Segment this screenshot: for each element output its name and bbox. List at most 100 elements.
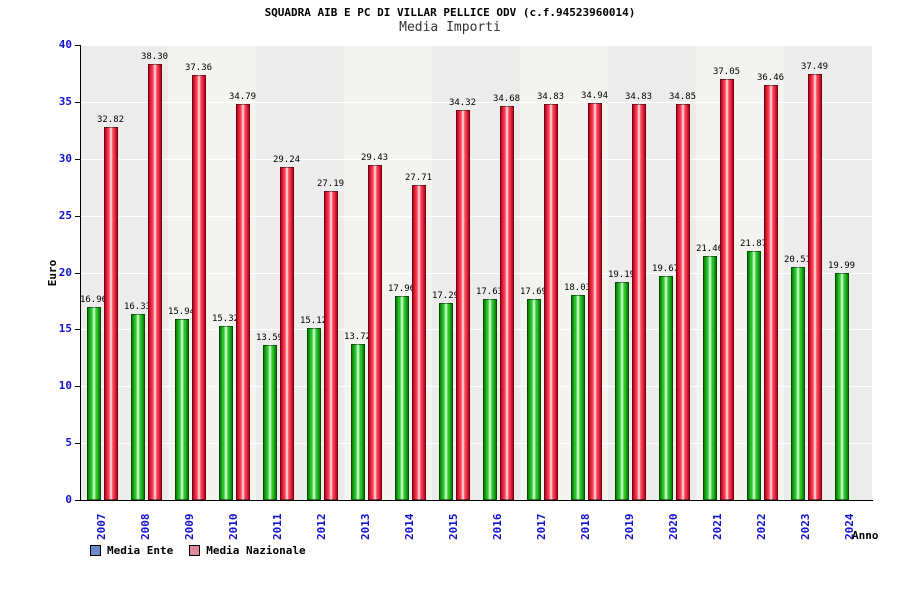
bar-value-label: 29.24 xyxy=(272,155,301,166)
bar-value-label: 37.36 xyxy=(184,63,213,74)
bar-value-label: 21.87 xyxy=(739,239,768,250)
gridline xyxy=(80,272,872,274)
bar-value-label: 16.33 xyxy=(123,302,152,313)
bar-value-label: 34.94 xyxy=(580,90,609,101)
bar-media-ente xyxy=(350,343,365,500)
media-ente-swatch xyxy=(90,545,101,556)
x-tick-label: 2009 xyxy=(183,513,196,541)
bar-value-label: 27.71 xyxy=(404,172,433,183)
bar-media-ente xyxy=(438,303,453,500)
bar-media-nazionale xyxy=(455,109,470,500)
bar-media-nazionale xyxy=(543,103,558,500)
bar-value-label: 34.85 xyxy=(668,91,697,102)
gridline xyxy=(80,329,872,331)
bar-value-label: 15.12 xyxy=(299,316,328,326)
gridline xyxy=(80,386,872,388)
bar-value-label: 19.19 xyxy=(607,269,636,280)
bar-value-label: 19.99 xyxy=(827,260,856,271)
bar-value-label: 17.96 xyxy=(387,283,416,294)
chart-title: SQUADRA AIB E PC DI VILLAR PELLICE ODV (… xyxy=(264,6,636,19)
bar-media-ente xyxy=(262,345,277,500)
bar-media-nazionale xyxy=(719,78,734,500)
x-tick-label: 2021 xyxy=(711,513,724,541)
y-axis-title: Euro xyxy=(46,259,59,287)
gridline xyxy=(80,101,872,103)
y-tick-label: 25 xyxy=(58,208,72,222)
bar-media-ente xyxy=(86,307,101,500)
bar-value-label: 27.19 xyxy=(316,178,345,189)
y-tick-mark xyxy=(75,101,80,103)
bar-value-label: 15.94 xyxy=(167,306,196,317)
bar-value-label: 37.49 xyxy=(800,61,829,72)
gridline xyxy=(80,45,872,46)
legend-label-media-nazionale: Media Nazionale xyxy=(206,544,306,557)
bar-value-label: 34.83 xyxy=(536,91,565,102)
x-tick-label: 2014 xyxy=(403,513,416,541)
bar-value-label: 13.72 xyxy=(343,331,372,342)
x-axis-title: Anno xyxy=(852,529,879,542)
x-tick-label: 2022 xyxy=(755,513,768,541)
bar-media-ente xyxy=(746,251,761,500)
bar-value-label: 20.51 xyxy=(783,254,812,265)
bar-value-label: 19.67 xyxy=(651,264,680,275)
bar-media-ente xyxy=(790,266,805,500)
bar-value-label: 36.46 xyxy=(756,73,785,84)
bar-value-label: 18.03 xyxy=(563,282,592,293)
bar-media-ente xyxy=(834,272,849,500)
x-tick-label: 2018 xyxy=(579,513,592,541)
y-tick-mark xyxy=(75,215,80,217)
gridline xyxy=(80,158,872,160)
bar-value-label: 38.30 xyxy=(140,52,169,63)
x-tick-label: 2007 xyxy=(95,513,108,541)
y-tick-label: 10 xyxy=(58,379,72,393)
bar-value-label: 37.05 xyxy=(712,66,741,77)
y-axis-line xyxy=(80,45,81,501)
y-tick-mark xyxy=(75,443,80,445)
bar-media-nazionale xyxy=(807,73,822,500)
bar-media-ente xyxy=(702,255,717,500)
bar-value-label: 15.32 xyxy=(211,313,240,324)
y-tick-label: 35 xyxy=(58,94,72,108)
bar-media-nazionale xyxy=(235,104,250,500)
bar-value-label: 29.43 xyxy=(360,153,389,164)
bar-media-nazionale xyxy=(587,102,602,500)
bar-value-label: 34.32 xyxy=(448,97,477,108)
bar-media-ente xyxy=(174,318,189,500)
gridline xyxy=(80,443,872,445)
bar-media-ente xyxy=(570,294,585,500)
bar-value-label: 34.79 xyxy=(228,92,257,103)
y-tick-label: 0 xyxy=(65,493,72,506)
bar-value-label: 32.82 xyxy=(96,114,125,125)
bar-media-nazionale xyxy=(675,103,690,500)
bar-media-nazionale xyxy=(323,190,338,500)
bar-media-ente xyxy=(306,328,321,500)
x-tick-label: 2023 xyxy=(799,513,812,541)
legend-item-media-ente: Media Ente xyxy=(90,544,173,557)
bar-media-nazionale xyxy=(367,165,382,500)
legend: Media Ente Media Nazionale xyxy=(90,544,306,557)
y-tick-mark xyxy=(75,500,80,501)
bar-value-label: 17.29 xyxy=(431,291,460,302)
bar-media-ente xyxy=(658,276,673,500)
bar-media-ente xyxy=(394,295,409,500)
legend-label-media-ente: Media Ente xyxy=(107,544,174,557)
bar-media-nazionale xyxy=(411,184,426,500)
bar-value-label: 34.83 xyxy=(624,91,653,102)
bar-value-label: 13.59 xyxy=(255,333,284,344)
bar-media-nazionale xyxy=(191,75,206,500)
bar-value-label: 17.63 xyxy=(475,287,504,298)
y-tick-mark xyxy=(75,386,80,388)
x-tick-label: 2008 xyxy=(139,513,152,541)
bar-value-label: 34.68 xyxy=(492,93,521,104)
bar-media-nazionale xyxy=(499,105,514,500)
bar-media-nazionale xyxy=(631,103,646,500)
legend-item-media-nazionale: Media Nazionale xyxy=(189,544,306,557)
x-tick-label: 2020 xyxy=(667,513,680,541)
y-tick-label: 30 xyxy=(58,151,72,165)
x-tick-label: 2012 xyxy=(315,513,328,541)
bar-media-nazionale xyxy=(763,85,778,500)
gridline xyxy=(80,215,872,217)
x-tick-label: 2011 xyxy=(271,513,284,541)
bar-value-label: 16.96 xyxy=(79,295,108,306)
